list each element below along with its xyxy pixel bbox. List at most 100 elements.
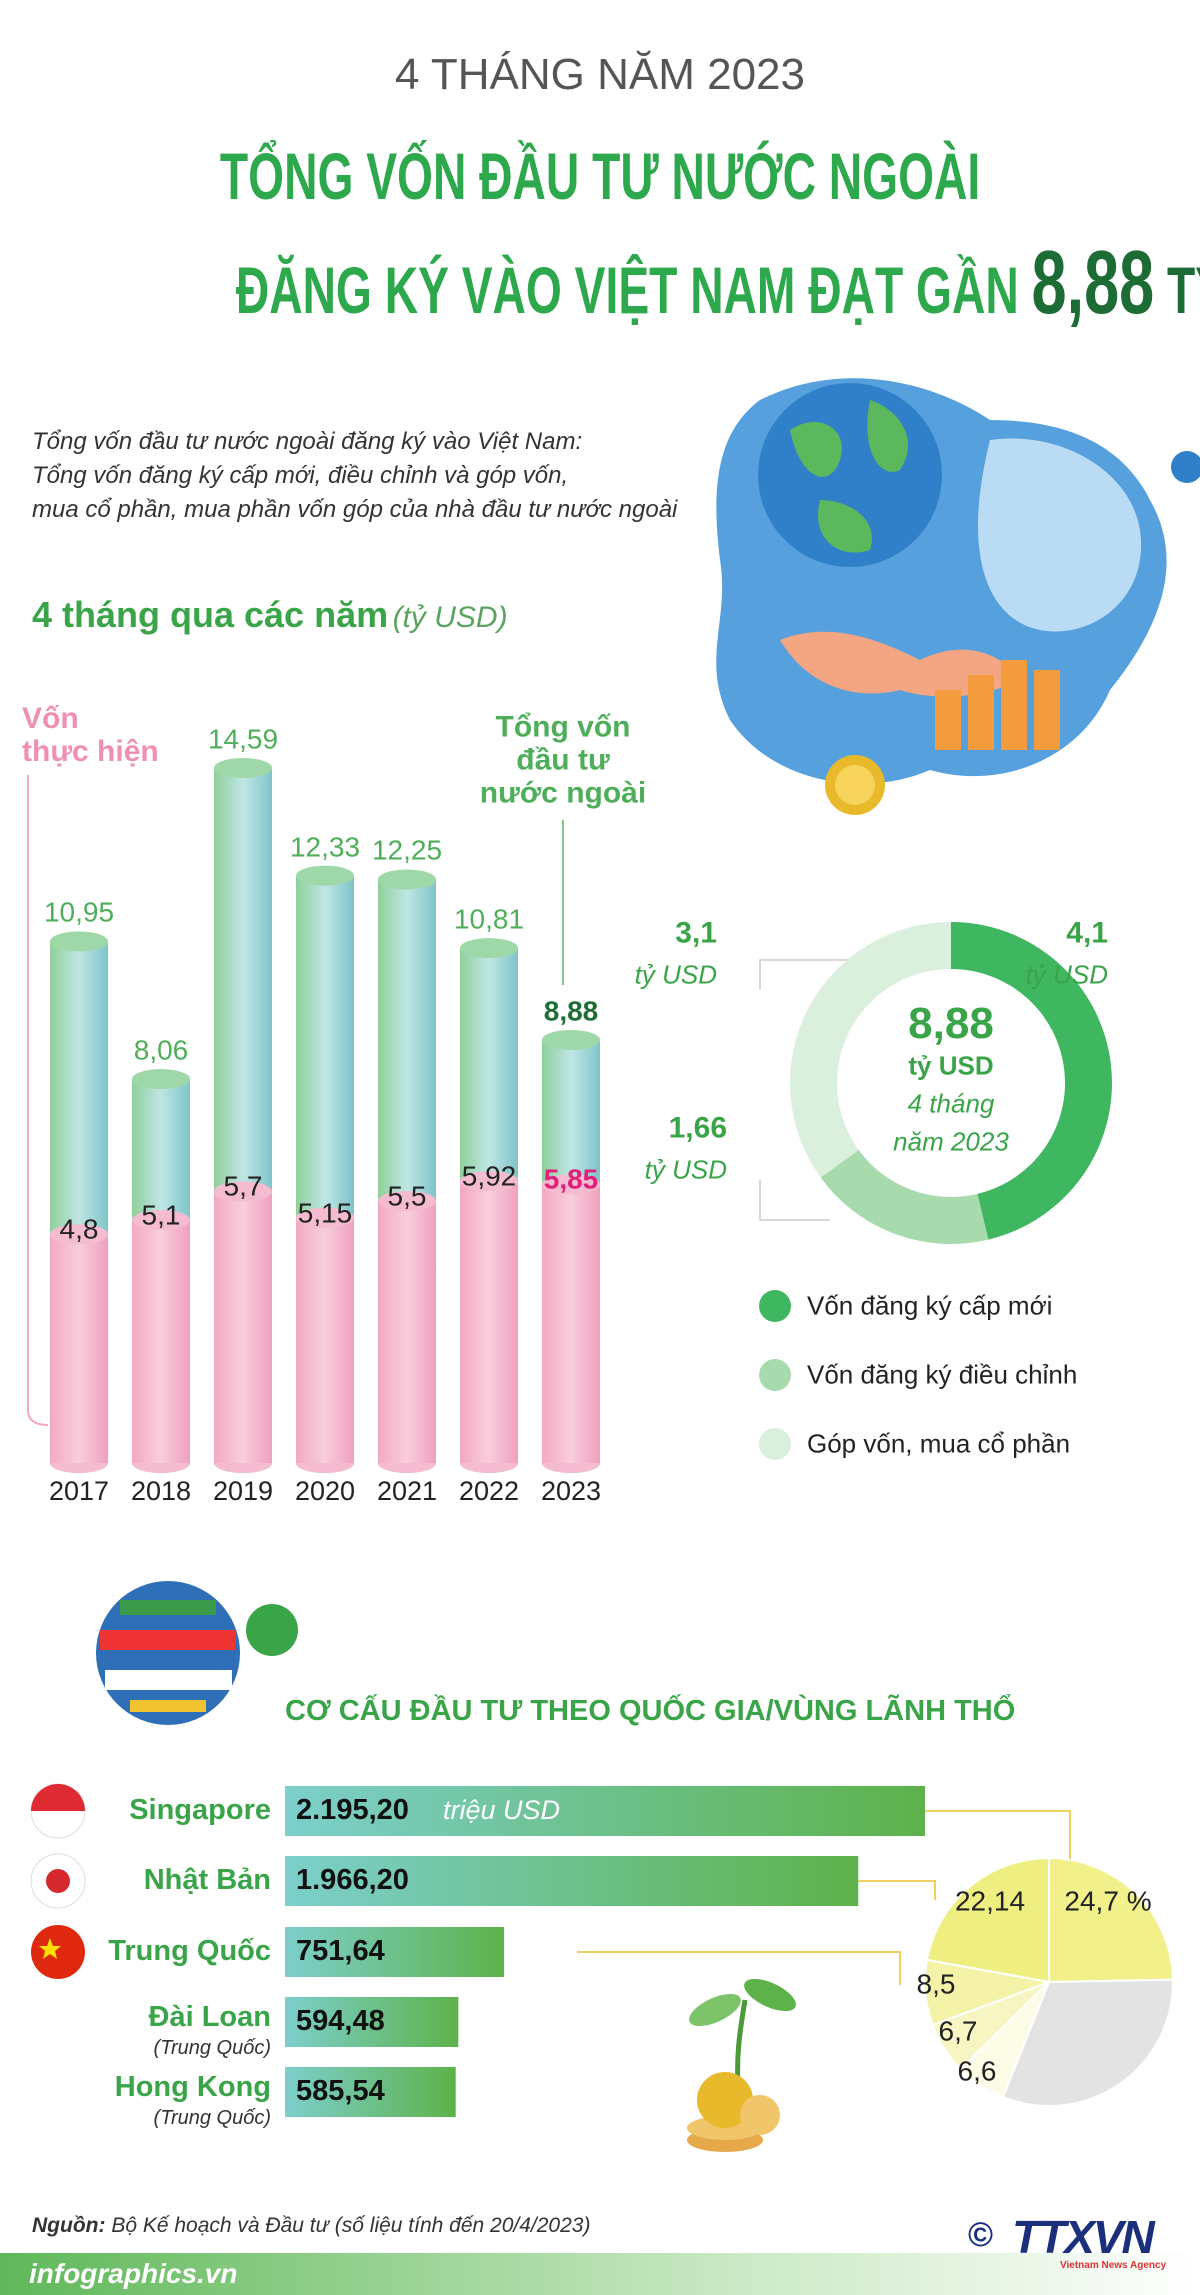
bar-cap [378,869,436,890]
logo: TTXVN [1012,2211,1155,2263]
center-note: 4 tháng [907,1088,995,1119]
value-label: 5,5 [387,1180,427,1212]
value-label: 6,6 [957,2055,997,2087]
bar-cap [296,865,354,886]
value-label: 22,14 [954,1885,1026,1917]
value-unit: triệu USD [443,1795,561,1826]
bar [460,1180,518,1463]
bar-cap [132,1069,190,1090]
x-tick-label: 2018 [130,1476,192,1507]
bar-cap [542,1029,600,1050]
legend-label: Vốn đăng ký điều chỉnh [807,1359,1078,1390]
category-label: Trung Quốc [108,1935,271,1968]
title: ĐĂNG KÝ VÀO VIỆT NAM ĐẠT GẦN 8,88 TỶ USD [0,232,1200,335]
value-unit: tỷ USD [634,959,717,990]
bar [296,1217,354,1463]
value-label: 8,88 [543,995,599,1027]
value-label: 14,59 [207,723,279,755]
bar-cap [378,1191,436,1212]
title-unit: TỶ USD [1166,253,1200,327]
value-unit: tỷ USD [1025,959,1108,990]
chart-title: CƠ CẤU ĐẦU TƯ THEO QUỐC GIA/VÙNG LÃNH TH… [285,1695,1016,1728]
value-label: 8,06 [133,1034,189,1066]
bar-cap [214,758,272,778]
value-label: 5,7 [223,1171,263,1203]
leader-line [759,1180,830,1221]
legend-connector [27,775,49,1426]
donut-slice [820,1149,989,1244]
value-label: 8,5 [916,1968,956,2000]
bar [542,1184,600,1463]
value-label: 10,81 [453,903,525,935]
bar-cap [296,1207,354,1228]
intro-line: mua cổ phần, mua phần vốn góp của nhà đầ… [32,496,678,523]
center-value: 8,88 [908,998,994,1048]
x-tick-label: 2022 [458,1476,520,1507]
title: TỔNG VỐN ĐẦU TƯ NƯỚC NGOÀI [0,138,1200,214]
bar [285,1856,859,1906]
bar [214,1191,272,1463]
logo-sub: Vietnam News Agency [1060,2260,1167,2271]
pie-slice [1048,1856,1174,1984]
value-label: 24,7 % [1064,1885,1152,1917]
value-label: 12,33 [289,831,361,863]
site: infographics.vn [29,2258,238,2289]
bar [285,1927,505,1977]
value-label: 751,64 [296,1935,385,1968]
value-label: 2.195,20 [296,1794,409,1827]
value-label: 3,1 [675,916,717,950]
legend-label: Góp vốn, mua cổ phần [807,1428,1071,1459]
legend-label: Vốn thực hiện [22,702,159,768]
intro-line: Tổng vốn đăng ký cấp mới, điều chỉnh và … [32,462,569,489]
center-unit: tỷ USD [908,1050,994,1081]
value-label: 12,25 [371,835,443,867]
center-note: năm 2023 [893,1126,1009,1157]
category-label: Singapore [129,1794,271,1827]
value-label: 10,95 [43,896,115,928]
value-label: 1,66 [668,1111,727,1145]
title-line2: ĐĂNG KÝ VÀO VIỆT NAM ĐẠT GẦN 8,88 TỶ USD [236,232,1200,335]
bar [132,1220,190,1463]
illustration [716,378,1200,815]
value-unit: tỷ USD [644,1154,727,1185]
plant [687,1978,796,2152]
bar [378,1201,436,1463]
value-label: 4,1 [1066,916,1108,950]
bar-cap [214,1181,272,1202]
pie-slice [925,1856,1050,1984]
x-tick-label: 2020 [294,1476,356,1507]
flags [30,1581,298,1979]
value-label: 5,92 [461,1160,517,1192]
bar-cap [460,938,518,959]
chart-unit: (tỷ USD) [392,601,508,634]
title-text: ĐĂNG KÝ VÀO VIỆT NAM ĐẠT GẦN [235,253,1019,327]
leader-line [759,959,870,990]
source-label: Nguồn: [32,2214,106,2237]
legend-label: Tổng vốn đầu tư nước ngoài [479,710,647,810]
intro: Tổng vốn đầu tư nước ngoài đăng ký vào V… [32,425,677,527]
x-tick-label: 2017 [48,1476,110,1507]
x-tick-label: 2019 [212,1476,274,1507]
bar [285,1997,459,2047]
legend-swatch [759,1428,791,1460]
source: Nguồn: Bộ Kế hoạch và Đầu tư (số liệu tí… [32,2214,590,2238]
leader-line [858,1880,936,1900]
bar-cap [132,1210,190,1231]
value-label: 4,8 [59,1213,99,1245]
category-note: (Trung Quốc) [153,2107,271,2129]
period: 4 THÁNG NĂM 2023 [394,50,805,99]
category-label: Đài Loan [148,2001,271,2034]
leader-line [925,1810,1071,1860]
bar [285,2067,456,2117]
legend-swatch [759,1290,791,1322]
value-label: 1.966,20 [296,1864,409,1897]
pie-slice [1001,1978,1174,2107]
chart-heading: 4 tháng qua các năm (tỷ USD) [32,594,508,636]
value-label: 5,85 [543,1163,599,1195]
chart-title: 4 tháng qua các năm [32,594,389,635]
bar-cap [460,1170,518,1191]
category-label: Hong Kong [114,2071,271,2104]
value-label: 6,7 [938,2015,978,2047]
bar-cap [542,1174,600,1195]
